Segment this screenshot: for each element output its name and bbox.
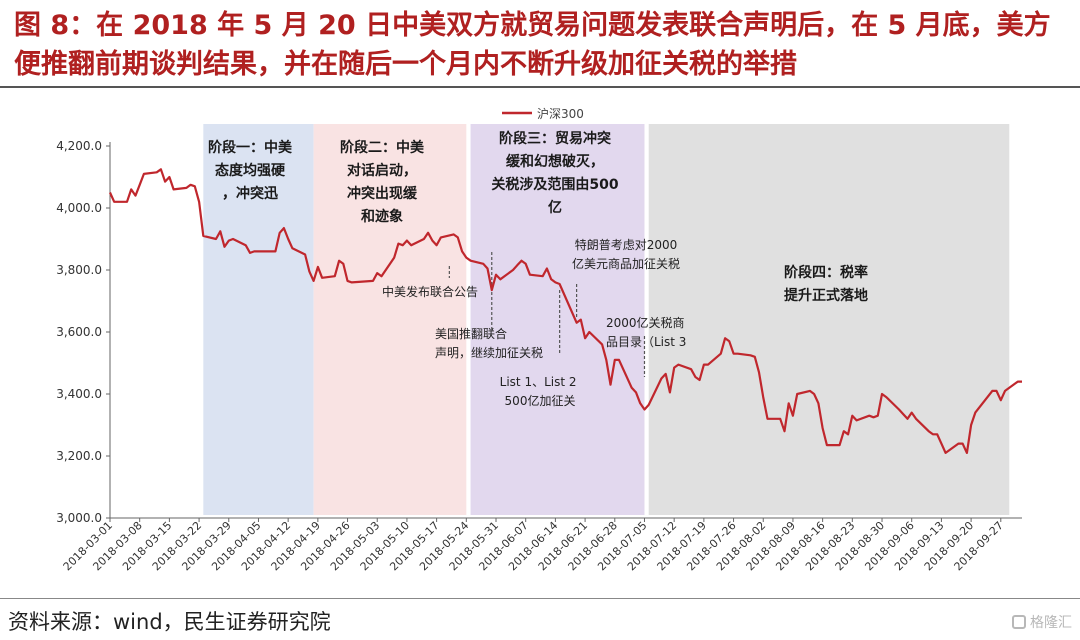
phase-band-1 [203, 124, 314, 515]
y-tick-label: 3,600.0 [56, 325, 102, 339]
annotation-label: List 1、List 2 500亿加征关 [500, 375, 581, 408]
phase-label-2: 阶段二：中美对话启动，冲突出现缓和迹象 [340, 139, 425, 225]
phase-band-4 [648, 124, 1010, 515]
watermark: 格隆汇 [1012, 612, 1072, 632]
phase-label-1: 阶段一：中美态度均强硬，冲突迅 [208, 139, 293, 202]
y-tick-label: 3,000.0 [56, 511, 102, 525]
annotation-markers [448, 252, 646, 377]
phase-label-4: 阶段四：税率提升正式落地 [784, 264, 868, 304]
annotation-label: 2000亿关税商品目录（List 3 [606, 315, 686, 349]
y-tick-label: 3,400.0 [56, 387, 102, 401]
source-note: 资料来源：wind，民生证券研究院 [8, 610, 331, 634]
title-divider [0, 86, 1080, 88]
annotation-label: 中美发布联合公告 [382, 284, 478, 299]
y-axis: 3,000.0 3,200.0 3,400.0 3,600.0 3,800.0 4,000… [56, 139, 111, 525]
figure-title: 图 8：在 2018 年 5 月 20 日中美双方就贸易问题发表联合声明后，在 … [14, 10, 1051, 80]
phase-band-3 [470, 124, 645, 515]
phase-band-2 [313, 124, 467, 515]
series-line-hs300 [108, 168, 1022, 454]
watermark-logo-icon [1012, 615, 1026, 629]
legend: 沪深300 [502, 107, 584, 121]
annotation-label: 美国推翻联合声明，继续加征关税 [435, 326, 543, 360]
y-tick-label: 4,000.0 [56, 201, 102, 215]
x-axis: 2018-03-012018-03-082018-03-152018-03-22… [61, 517, 1022, 573]
series-line-layer [108, 168, 1022, 454]
footer-divider [0, 598, 1080, 599]
legend-label: 沪深300 [537, 107, 584, 121]
phase-labels: 阶段一：中美态度均强硬，冲突迅阶段二：中美对话启动，冲突出现缓和迹象阶段三：贸易… [208, 130, 868, 304]
y-tick-label: 3,200.0 [56, 449, 102, 463]
watermark-text: 格隆汇 [1030, 615, 1072, 631]
y-tick-label: 3,800.0 [56, 263, 102, 277]
annotation-label: 特朗普考虑对2000 亿美元商品加征关税 [572, 237, 680, 271]
line-chart: 3,000.0 3,200.0 3,400.0 3,600.0 3,800.0 4,000… [56, 107, 1022, 573]
phase-label-3: 阶段三：贸易冲突缓和幻想破灭，关税涉及范围由500 亿 [491, 130, 618, 216]
y-tick-label: 4,200.0 [56, 139, 102, 153]
